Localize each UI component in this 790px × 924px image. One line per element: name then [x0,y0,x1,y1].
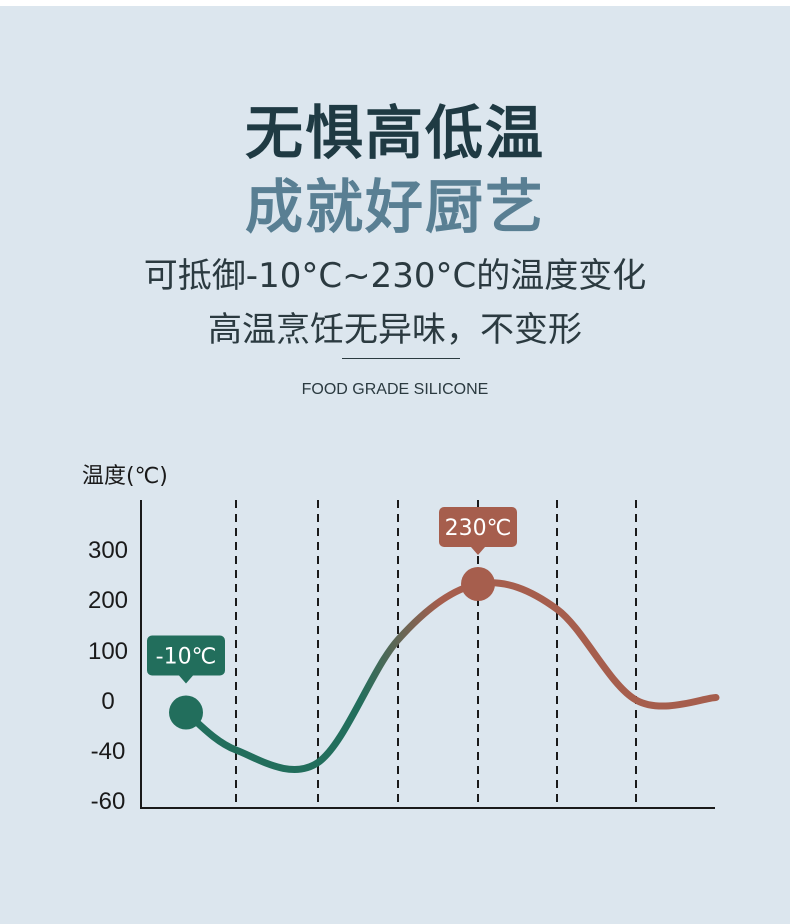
data-point-marker [169,695,203,730]
callout-label: -10℃ [156,645,217,670]
y-tick-label: 300 [88,537,128,564]
y-tick-label: 200 [88,587,128,614]
top-strip [0,0,790,6]
y-tick-label: -40 [91,738,126,765]
headline-line-2: 成就好厨艺 [244,173,545,241]
callout-bubble [439,507,517,547]
grid-lines [235,500,637,808]
temperature-curve [182,579,720,773]
callout-bubble [147,635,225,676]
annotations: -10℃ 230℃ [147,507,517,730]
divider-line [342,358,460,359]
y-tick-labels: 300 200 100 0 -40 -60 [88,537,128,815]
headline-line-1: 无惧高低温 [244,99,545,167]
data-point-marker [461,567,495,601]
callout-pointer [471,547,485,555]
y-axis-title: 温度(℃) [82,464,168,489]
callout-label: 230℃ [445,516,512,541]
material-tag: FOOD GRADE SILICONE [301,381,489,398]
axes [140,500,715,809]
y-tick-label: 100 [88,638,128,665]
callout-pointer [179,675,193,684]
y-tick-label: -60 [91,788,126,815]
subtitle-line-1: 可抵御-10°C~230°C的温度变化 [143,256,647,296]
series-line [182,579,720,773]
subtitle-line-2: 高温烹饪无异味，不变形 [208,310,582,350]
y-tick-label: 0 [101,688,114,715]
